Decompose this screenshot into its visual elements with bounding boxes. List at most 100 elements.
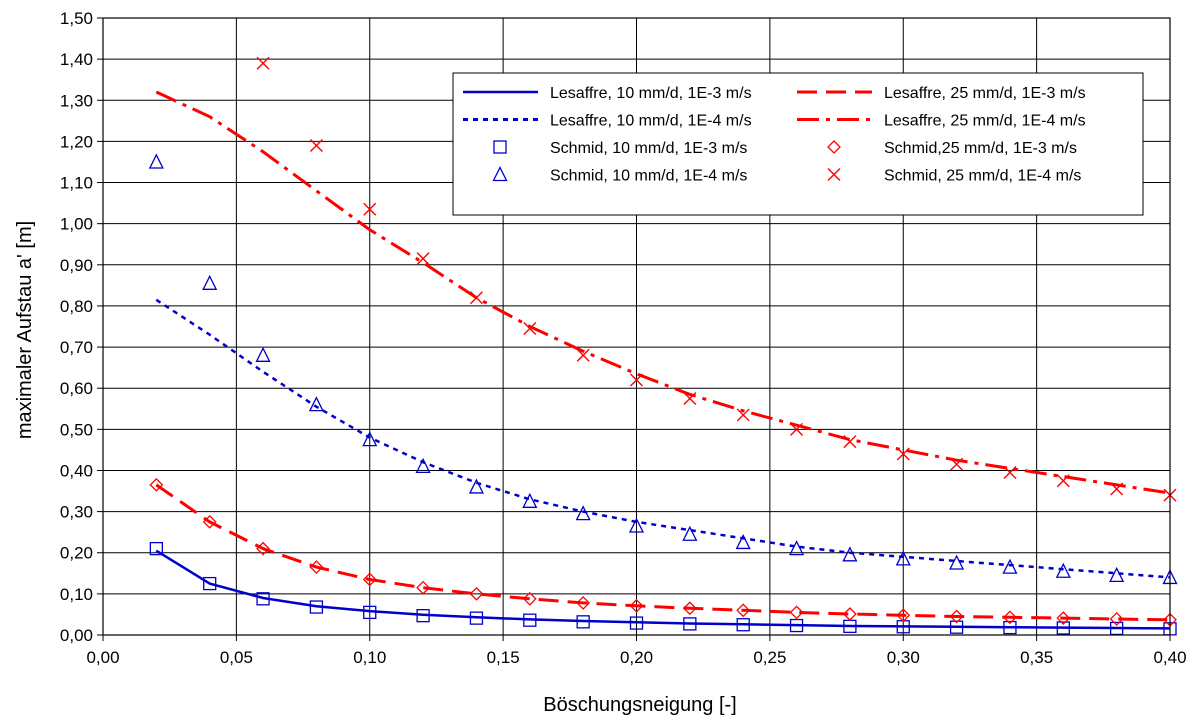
y-tick-label: 0,00 xyxy=(60,626,93,645)
x-tick-label: 0,15 xyxy=(487,648,520,667)
legend: Lesaffre, 10 mm/d, 1E-3 m/s Lesaffre, 25 … xyxy=(452,72,1144,216)
x-tick-label: 0,25 xyxy=(753,648,786,667)
y-tick-label: 0,20 xyxy=(60,544,93,563)
legend-item: Lesaffre, 25 mm/d, 1E-3 m/s xyxy=(797,85,1086,102)
data-point xyxy=(842,546,858,562)
x-stroke xyxy=(843,435,857,449)
y-tick-label: 0,10 xyxy=(60,585,93,604)
series-line xyxy=(155,90,1171,495)
data-point xyxy=(415,457,431,474)
y-tick-label: 0,40 xyxy=(60,461,93,480)
data-point xyxy=(362,431,378,447)
y-tick-label: 1,10 xyxy=(60,174,93,193)
x-stroke xyxy=(1003,466,1017,480)
x-stroke xyxy=(256,56,270,70)
data-point xyxy=(468,478,485,494)
data-point xyxy=(843,435,857,449)
legend-item: Lesaffre, 10 mm/d, 1E-3 m/s xyxy=(463,85,752,102)
x-stroke xyxy=(309,139,323,153)
data-point xyxy=(629,598,644,613)
data-point xyxy=(576,615,590,629)
legend-symbol xyxy=(827,168,841,181)
data-point xyxy=(416,580,431,595)
data-point xyxy=(949,620,964,634)
data-point xyxy=(949,554,965,570)
x-axis-title: Böschungsneigung [-] xyxy=(543,694,736,716)
data-point xyxy=(522,591,537,606)
x-stroke xyxy=(363,202,377,216)
data-point xyxy=(309,600,324,614)
data-point xyxy=(842,607,857,621)
x-stroke xyxy=(469,291,483,305)
data-point xyxy=(469,291,483,305)
data-point xyxy=(309,560,324,575)
legend-label: Schmid, 10 mm/d, 1E-3 m/s xyxy=(550,140,747,157)
data-point xyxy=(416,609,430,623)
legend-item: Schmid, 10 mm/d, 1E-3 m/s xyxy=(493,140,747,157)
x-tick-label: 0,05 xyxy=(220,648,253,667)
x-tick-label: 0,00 xyxy=(86,648,119,667)
data-point xyxy=(736,408,750,422)
x-axis-ticks: 0,00 0,05 0,10 0,15 0,20 0,25 0,30 0,35 0,40 xyxy=(86,635,1187,667)
data-point xyxy=(1003,466,1017,480)
legend-item: Lesaffre, 10 mm/d, 1E-4 m/s xyxy=(463,113,752,130)
legend-symbol xyxy=(827,140,841,154)
data-point xyxy=(522,492,538,508)
x-tick-label: 0,20 xyxy=(620,648,653,667)
data-point xyxy=(1055,562,1071,578)
x-stroke xyxy=(523,322,537,336)
data-point xyxy=(1056,474,1070,488)
y-tick-label: 0,30 xyxy=(60,503,93,522)
y-axis-title: maximaler Aufstau a' [m] xyxy=(14,221,36,439)
data-point xyxy=(256,592,270,606)
data-point xyxy=(202,274,218,290)
data-point xyxy=(682,525,698,541)
data-point xyxy=(1056,611,1071,626)
data-point xyxy=(256,541,270,556)
legend-item: Schmid,25 mm/d, 1E-3 m/s xyxy=(827,140,1077,157)
x-stroke xyxy=(736,408,750,422)
y-tick-label: 1,50 xyxy=(60,9,93,28)
x-tick-label: 0,35 xyxy=(1020,648,1053,667)
series-line xyxy=(155,298,1171,579)
legend-box xyxy=(452,72,1144,216)
data-point xyxy=(896,447,910,461)
y-tick-label: 0,60 xyxy=(60,379,93,398)
data-point xyxy=(149,477,164,492)
data-point xyxy=(576,348,590,362)
data-point xyxy=(523,613,537,627)
x-stroke xyxy=(1056,474,1070,488)
series-3 xyxy=(148,153,1178,585)
x-tick-label: 0,30 xyxy=(887,648,920,667)
data-point xyxy=(523,322,537,336)
data-point xyxy=(949,609,964,624)
series-5 xyxy=(155,90,1171,495)
data-point xyxy=(1110,482,1124,496)
series-7 xyxy=(256,56,1177,502)
x-stroke xyxy=(1110,482,1124,496)
data-point xyxy=(255,346,271,362)
data-point xyxy=(363,202,377,216)
data-point xyxy=(576,595,591,610)
legend-label: Lesaffre, 25 mm/d, 1E-3 m/s xyxy=(884,85,1086,102)
data-point xyxy=(1056,621,1070,635)
data-point xyxy=(895,550,911,566)
data-point xyxy=(736,603,751,618)
y-tick-label: 0,70 xyxy=(60,338,93,357)
legend-label: Lesaffre, 10 mm/d, 1E-4 m/s xyxy=(550,113,752,130)
data-point xyxy=(629,616,644,630)
series-2 xyxy=(149,541,1177,636)
legend-item: Schmid, 10 mm/d, 1E-4 m/s xyxy=(492,166,747,185)
series-0 xyxy=(155,549,1171,630)
data-point xyxy=(1109,566,1125,583)
y-tick-label: 1,30 xyxy=(60,91,93,110)
data-point xyxy=(203,576,217,591)
data-point xyxy=(575,505,591,521)
data-point xyxy=(683,617,697,631)
y-tick-label: 1,40 xyxy=(60,50,93,69)
legend-label: Lesaffre, 10 mm/d, 1E-3 m/s xyxy=(550,85,752,102)
data-point xyxy=(148,153,164,169)
data-point xyxy=(149,541,164,556)
x-stroke xyxy=(950,457,964,471)
